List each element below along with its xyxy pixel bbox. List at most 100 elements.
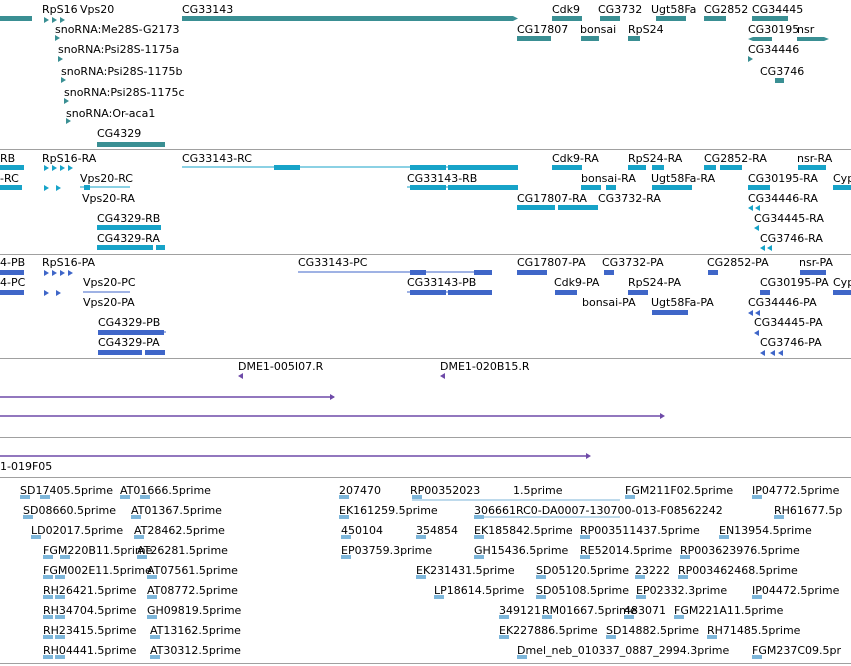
feature-glyph[interactable]	[410, 165, 446, 170]
feature-glyph[interactable]	[474, 535, 484, 539]
feature-glyph[interactable]	[707, 635, 717, 639]
feature-glyph[interactable]	[720, 165, 742, 170]
feature-label[interactable]: CG34446-PA	[748, 296, 817, 309]
feature-glyph[interactable]	[748, 37, 772, 41]
feature-label[interactable]: RM01667.5prime	[542, 604, 637, 617]
feature-label[interactable]: Vps20	[80, 3, 115, 16]
feature-glyph[interactable]	[760, 350, 765, 356]
feature-glyph[interactable]	[43, 575, 53, 579]
feature-label[interactable]: CG17807-RA	[517, 192, 587, 205]
feature-glyph[interactable]	[628, 36, 640, 41]
feature-label[interactable]: bonsai-RA	[581, 172, 636, 185]
feature-glyph[interactable]	[752, 16, 788, 21]
feature-label[interactable]: IP04772.5prime	[752, 484, 840, 497]
feature-label[interactable]: SD08660.5prime	[23, 504, 116, 517]
feature-label[interactable]: FGM211F02.5prime	[625, 484, 734, 497]
feature-glyph[interactable]	[552, 16, 582, 21]
feature-glyph[interactable]	[55, 575, 65, 579]
feature-glyph[interactable]	[140, 495, 150, 499]
feature-glyph[interactable]	[754, 225, 759, 231]
feature-glyph[interactable]	[628, 290, 648, 295]
feature-label[interactable]: CG30195-PA	[760, 276, 829, 289]
feature-glyph[interactable]	[636, 595, 646, 599]
feature-glyph[interactable]	[754, 330, 759, 336]
feature-label[interactable]: RB	[0, 152, 16, 165]
feature-label[interactable]: EN13954.5prime	[719, 524, 812, 537]
feature-label[interactable]: Ugt58Fa-RA	[651, 172, 716, 185]
feature-label[interactable]: RH34704.5prime	[43, 604, 137, 617]
feature-glyph[interactable]	[774, 515, 784, 519]
feature-label[interactable]: RH23415.5prime	[43, 624, 137, 637]
feature-glyph[interactable]	[147, 595, 157, 599]
feature-glyph[interactable]	[660, 413, 665, 419]
feature-glyph[interactable]	[330, 394, 335, 400]
track-separator[interactable]	[0, 358, 851, 359]
feature-glyph[interactable]	[410, 290, 446, 295]
feature-glyph[interactable]	[0, 165, 24, 170]
feature-label[interactable]: SD14882.5prime	[606, 624, 699, 637]
feature-glyph[interactable]	[55, 635, 65, 639]
feature-glyph[interactable]	[680, 555, 690, 559]
feature-label[interactable]: DME1-005I07.R	[238, 360, 324, 373]
feature-label[interactable]: CG4329-PB	[98, 316, 161, 329]
feature-glyph[interactable]	[581, 36, 599, 41]
feature-label[interactable]: 4-PC	[0, 276, 26, 289]
feature-glyph[interactable]	[274, 165, 300, 170]
feature-glyph[interactable]	[55, 655, 65, 659]
feature-glyph[interactable]	[147, 575, 157, 579]
feature-label[interactable]: SD05108.5prime	[536, 584, 629, 597]
feature-glyph[interactable]	[131, 515, 141, 519]
feature-label[interactable]: FGM221A11.5prime	[674, 604, 784, 617]
feature-glyph[interactable]	[448, 185, 518, 190]
feature-label[interactable]: 207470	[339, 484, 381, 497]
feature-label[interactable]: FGM237C09.5pr	[752, 644, 842, 657]
feature-glyph[interactable]	[652, 165, 664, 170]
feature-glyph[interactable]	[150, 655, 160, 659]
track-separator[interactable]	[0, 149, 851, 150]
feature-glyph[interactable]	[600, 16, 620, 21]
feature-label[interactable]: RP003462468.5prime	[678, 564, 798, 577]
feature-glyph[interactable]	[137, 555, 147, 559]
feature-glyph[interactable]	[416, 535, 426, 539]
feature-glyph[interactable]	[625, 495, 635, 499]
feature-label[interactable]: Vps20-PC	[83, 276, 136, 289]
track-separator[interactable]	[0, 477, 851, 478]
feature-glyph[interactable]	[499, 635, 509, 639]
feature-glyph[interactable]	[97, 142, 165, 147]
feature-glyph[interactable]	[798, 165, 826, 170]
feature-glyph[interactable]	[147, 615, 157, 619]
feature-glyph[interactable]	[416, 575, 426, 579]
feature-glyph[interactable]	[31, 535, 41, 539]
feature-label[interactable]: Cdk9	[552, 3, 581, 16]
feature-label[interactable]: AT01367.5prime	[131, 504, 222, 517]
feature-glyph[interactable]	[97, 225, 161, 230]
feature-label[interactable]: IP04472.5prime	[752, 584, 840, 597]
feature-glyph[interactable]	[43, 655, 53, 659]
feature-glyph[interactable]	[98, 350, 142, 355]
feature-label[interactable]: RH26421.5prime	[43, 584, 137, 597]
feature-glyph[interactable]	[775, 78, 784, 83]
feature-glyph[interactable]	[652, 185, 692, 190]
feature-label[interactable]: nsr-RA	[797, 152, 833, 165]
feature-label[interactable]: RpS16	[42, 3, 78, 16]
feature-glyph[interactable]	[558, 205, 598, 210]
feature-glyph[interactable]	[43, 595, 53, 599]
feature-glyph[interactable]	[120, 495, 130, 499]
feature-label[interactable]: RP003511437.5prime	[580, 524, 700, 537]
feature-glyph[interactable]	[748, 185, 770, 190]
feature-label[interactable]: -RC	[0, 172, 19, 185]
feature-label[interactable]: bonsai-PA	[582, 296, 636, 309]
track-separator[interactable]	[0, 437, 851, 438]
feature-glyph[interactable]	[341, 555, 351, 559]
feature-glyph[interactable]	[542, 615, 552, 619]
feature-glyph[interactable]	[0, 16, 32, 21]
feature-label[interactable]: AT13162.5prime	[150, 624, 241, 637]
feature-label[interactable]: AT26281.5prime	[137, 544, 228, 557]
feature-label[interactable]: CG33143-PB	[407, 276, 477, 289]
feature-glyph[interactable]	[434, 595, 444, 599]
feature-label[interactable]: 23222	[635, 564, 670, 577]
feature-label[interactable]: RH61677.5p	[774, 504, 843, 517]
feature-glyph[interactable]	[55, 615, 65, 619]
feature-glyph[interactable]	[339, 515, 349, 519]
feature-glyph[interactable]	[341, 535, 351, 539]
